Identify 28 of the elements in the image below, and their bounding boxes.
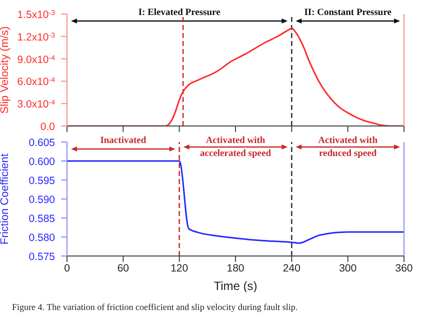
y-tick-label: 1.5x10$^{-3}$ [17,9,56,21]
annotation: Activated with reduced speed [318,136,378,159]
y-tick-label: 0.590 [28,194,56,206]
x-tick-label: 240 [282,262,301,274]
y-tick-label: 0.595 [28,175,56,187]
annotation: Inactivated [100,136,147,146]
caption: Figure 4. The variation of friction coefficient and slip velocity during fault slip. [12,302,299,312]
y-tick-label: 0.575 [28,251,56,263]
annotation: II: Constant Pressure [304,8,392,18]
annotation: Activated with accelerated speed [200,136,272,159]
y-tick-label: 0.0 [40,121,56,133]
x-tick-label: 60 [117,262,130,274]
y-tick-label: 1.2x10$^{-3}$ [17,31,56,44]
y-axis-title: Friction Coefficient [0,154,11,244]
x-tick-label: 360 [395,262,413,274]
y-tick-label: 0.600 [28,156,56,168]
y-tick-label: 9.0x10$^{-4}$ [17,54,56,66]
x-tick-label: 180 [226,262,244,274]
annotation: I: Elevated Pressure [138,8,220,18]
x-tick-label: 0 [64,262,70,274]
x-tick-label: 300 [339,262,357,274]
y-tick-label: 0.585 [28,213,56,225]
y-tick-label: 0.605 [28,137,56,149]
y-tick-label: 0.580 [28,232,56,244]
y-axis-title: Slip Velocity (m/s) [0,26,11,114]
x-tick-label: 120 [170,262,188,274]
y-tick-label: 3.0x10$^{-4}$ [17,98,56,111]
y-tick-label: 6.0x10$^{-4}$ [17,76,56,88]
